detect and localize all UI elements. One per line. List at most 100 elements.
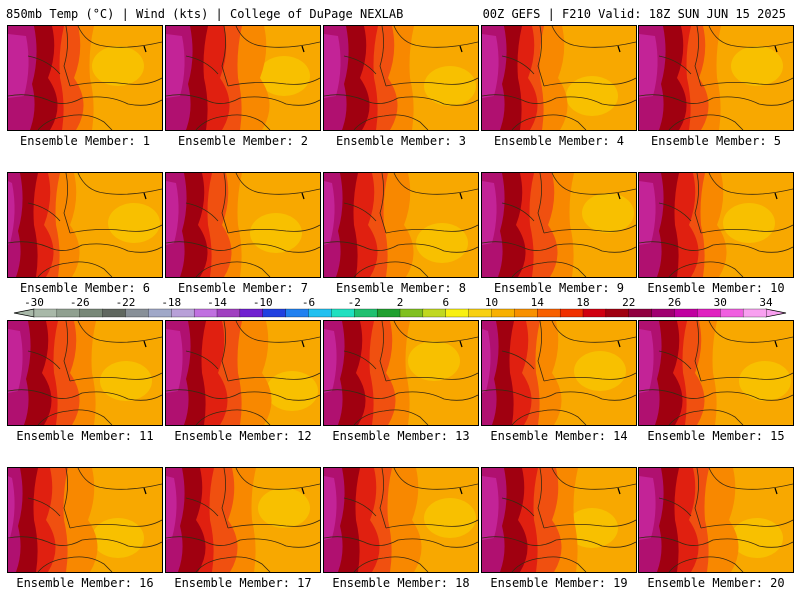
lake-mark (459, 340, 463, 348)
ensemble-member-map (323, 172, 479, 278)
colorbar-tick-label: -18 (161, 296, 181, 309)
temperature-field-map (166, 26, 320, 130)
lake-mark (143, 340, 147, 348)
state-border-line (501, 350, 535, 370)
state-border-line (77, 468, 162, 490)
map-boundaries (166, 26, 320, 130)
temperature-field-map (324, 321, 478, 425)
ensemble-member-label: Ensemble Member: 16 (16, 576, 154, 590)
coastline (166, 241, 320, 253)
coastline (195, 556, 271, 572)
coastline (511, 114, 587, 130)
lake-mark (617, 192, 621, 200)
ensemble-member-label: Ensemble Member: 5 (650, 134, 782, 148)
coastline (324, 241, 478, 253)
warm-pocket (108, 203, 160, 243)
state-border-line (227, 372, 320, 382)
state-border-line (393, 321, 478, 343)
bright-magenta-core (8, 329, 23, 393)
bright-magenta-core (482, 181, 497, 245)
colorbar-swatch (742, 308, 767, 318)
coastline (324, 389, 478, 401)
bright-magenta-core (482, 476, 499, 540)
warm-pocket (739, 361, 791, 401)
coastline (668, 261, 744, 277)
warm-pocket (416, 223, 468, 263)
ensemble-member-label: Ensemble Member: 20 (647, 576, 785, 590)
colorbar-swatch (239, 308, 264, 318)
map-boundaries (639, 468, 793, 572)
state-border-line (393, 173, 478, 195)
warm-pocket (258, 488, 310, 528)
state-border-line (708, 468, 793, 490)
state-border-line (63, 173, 71, 234)
colorbar-swatch (697, 308, 721, 318)
map-boundaries (8, 321, 162, 425)
colorbar-swatch (559, 308, 584, 318)
colorbar-tick-label: 26 (668, 296, 681, 309)
colorbar-swatch (628, 308, 653, 318)
colorbar-swatch (514, 308, 538, 318)
colorbar-swatch (422, 308, 447, 318)
ensemble-member-label: Ensemble Member: 15 (647, 429, 785, 443)
lake-mark (617, 487, 621, 495)
state-border-line (227, 77, 320, 87)
coastline (511, 409, 587, 425)
state-border-line (694, 26, 702, 87)
bright-magenta-core (482, 34, 499, 98)
state-border-line (27, 350, 61, 370)
state-border-line (551, 173, 636, 195)
temperature-field-map (482, 468, 636, 572)
coastline (353, 261, 429, 277)
state-border-line (69, 519, 162, 529)
state-border-line (393, 468, 478, 490)
colorbar-swatch (651, 308, 675, 318)
coastline (668, 114, 744, 130)
temperature-field-map (482, 173, 636, 277)
warm-pocket (723, 203, 775, 243)
colorbar-swatch (399, 308, 424, 318)
bright-magenta-core (166, 329, 183, 393)
colorbar-swatch (171, 308, 195, 318)
warm-pocket (582, 193, 634, 233)
lake-mark (143, 487, 147, 495)
coastline (639, 241, 793, 253)
warm-pocket (100, 361, 152, 401)
ensemble-member-map (165, 172, 321, 278)
coastline (8, 536, 162, 548)
coastline (324, 94, 478, 106)
warm-pocket (258, 56, 310, 96)
map-boundaries (482, 468, 636, 572)
ensemble-member-map (638, 172, 794, 278)
map-boundaries (166, 468, 320, 572)
ensemble-member-map (638, 467, 794, 573)
warm-pocket (266, 371, 318, 411)
lake-mark (143, 192, 147, 200)
colorbar-tick-label: -26 (70, 296, 90, 309)
colorbar-tick-label: -2 (348, 296, 361, 309)
coastline (639, 389, 793, 401)
state-border-line (708, 26, 793, 48)
state-border-line (379, 321, 387, 382)
ensemble-member-label: Ensemble Member: 18 (332, 576, 470, 590)
state-border-line (694, 468, 702, 529)
state-border-line (77, 26, 162, 48)
map-boundaries (8, 173, 162, 277)
state-border-line (343, 497, 377, 517)
state-border-line (235, 468, 320, 490)
state-border-line (551, 468, 636, 490)
temperature-field-map (482, 321, 636, 425)
map-boundaries (8, 26, 162, 130)
state-border-line (385, 224, 478, 234)
state-border-line (385, 519, 478, 529)
colorbar-swatch (720, 308, 744, 318)
lake-mark (143, 45, 147, 53)
coastline (511, 261, 587, 277)
bright-magenta-core (8, 34, 29, 98)
ensemble-member-map (7, 172, 163, 278)
state-border-line (379, 26, 387, 87)
bright-magenta-core (639, 34, 658, 98)
lake-mark (617, 45, 621, 53)
ensemble-member-map (323, 25, 479, 131)
colorbar-swatch (193, 308, 218, 318)
